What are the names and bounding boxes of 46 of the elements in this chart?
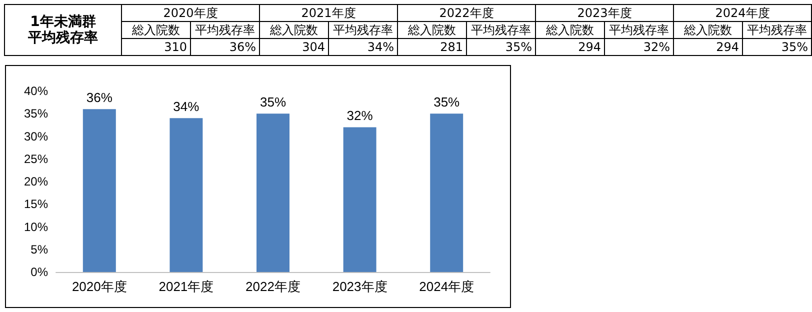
x-tick-label: 2024年度 (419, 279, 474, 294)
data-label: 35% (434, 94, 460, 110)
text: 総入院数 (546, 23, 594, 37)
text: 281 (398, 38, 466, 56)
text: 35% (505, 40, 532, 54)
text: 平均残存率 (190, 22, 260, 38)
data-label: 34% (173, 99, 200, 114)
text: 平均残存率 (609, 23, 669, 37)
y-tick-label: 25% (24, 152, 48, 166)
text: 34% (367, 40, 394, 54)
text: 平均残存率 (471, 23, 531, 37)
text: 294 (536, 38, 604, 56)
y-tick-label: 35% (24, 106, 48, 121)
y-tick-label: 10% (24, 220, 48, 234)
data-label: 32% (346, 108, 374, 124)
x-tick-label: 2023年度 (332, 279, 388, 294)
text: 総入院数 (684, 23, 732, 37)
category-label: 2021年度 (301, 6, 356, 20)
category-label: 2022年度 (439, 6, 494, 20)
x-tick-label: 2022年度 (246, 279, 300, 294)
x-tick-label: 2020年度 (72, 279, 127, 294)
chart-subtitle: 平均残存率 (27, 30, 99, 46)
text: 32% (643, 40, 670, 54)
text: 36% (229, 40, 256, 54)
category-label: 2023年度 (577, 6, 632, 20)
text: 平均残存率 (333, 23, 393, 37)
y-tick-label: 0% (30, 265, 48, 279)
data-label: 35% (260, 94, 286, 110)
chart-title: 1年未満群 (29, 14, 96, 30)
category-label: 2024年度 (715, 6, 770, 20)
data-label: 36% (86, 90, 113, 106)
text: 304 (260, 38, 328, 56)
text: 35% (781, 40, 808, 54)
y-tick-label: 5% (30, 242, 48, 256)
y-tick-label: 40% (24, 84, 48, 98)
text: 平均残存率 (747, 23, 807, 37)
text: 総入院数 (270, 23, 318, 37)
text: 294 (674, 38, 742, 56)
y-tick-label: 20% (24, 174, 48, 188)
y-tick-label: 15% (24, 197, 48, 212)
text: 総入院数 (122, 22, 190, 38)
x-tick-label: 2021年度 (158, 279, 214, 294)
category-label: 2020年度 (163, 6, 218, 20)
text: 310 (122, 38, 190, 56)
y-tick-label: 30% (24, 129, 48, 144)
text: 総入院数 (408, 23, 456, 37)
